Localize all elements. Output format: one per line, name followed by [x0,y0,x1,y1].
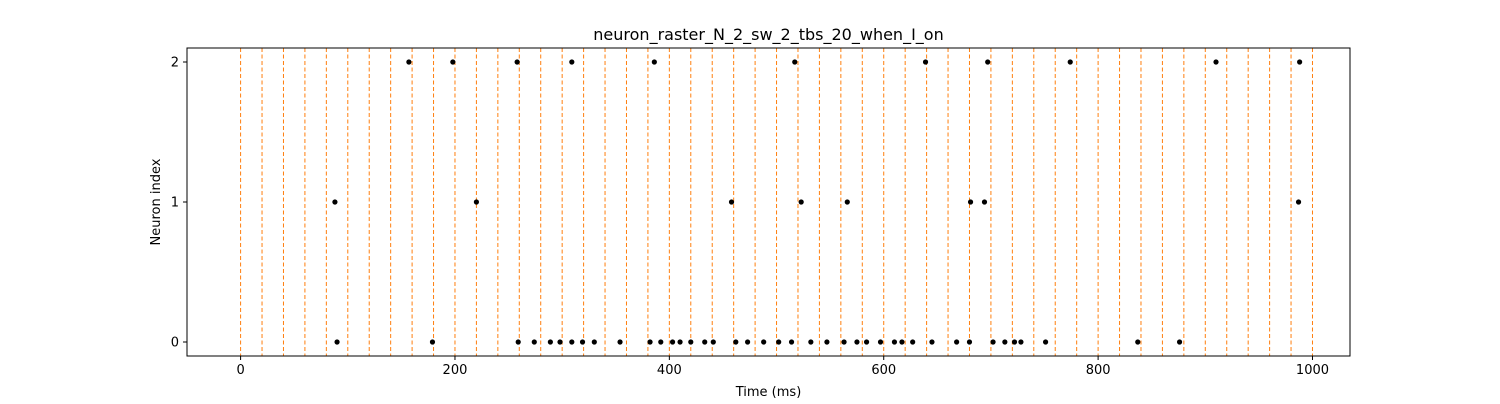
spike-point [688,339,694,345]
spike-point [728,199,735,205]
spike-point [990,339,996,345]
plot-frame [186,47,1351,357]
spike-point [1067,59,1073,65]
spike-point [450,59,456,65]
spike-point [981,199,988,205]
spike-point [651,59,657,65]
y-axis-ticks: 0 1 2 [171,56,187,351]
spike-point [1213,59,1219,65]
y-tick-label: 0 [171,336,179,351]
spike-point [332,199,338,205]
spike-point [531,339,537,345]
spike-point [841,339,847,345]
spike-point [514,59,520,65]
stimulus-lines [240,48,1313,356]
y-tick-label: 1 [171,196,179,211]
spike-point [1135,339,1141,345]
x-tick-label: 800 [1086,363,1111,378]
x-tick-label: 400 [657,363,682,378]
spike-point [733,339,739,345]
spike-point [473,199,480,205]
y-tick-label: 2 [171,56,179,71]
spike-point [761,339,767,345]
spike-point [798,199,804,205]
spike-point [569,59,575,65]
spike-point [557,339,563,345]
spike-point [808,339,814,345]
spike-point [776,339,782,345]
spike-point [1018,339,1024,345]
spike-point [591,339,597,345]
spike-point [1042,339,1049,345]
spike-point [844,199,850,205]
spike-point [429,339,436,345]
spike-point [710,339,716,345]
chart-title: neuron_raster_N_2_sw_2_tbs_20_when_I_on [593,25,943,45]
spike-point [406,59,412,65]
spike-point [854,339,860,345]
spike-point [569,339,575,345]
x-tick-label: 200 [443,363,468,378]
spike-point [966,339,973,345]
spike-point [334,339,340,345]
spike-point [985,59,991,65]
spike-point [824,339,830,345]
spike-point [792,59,798,65]
spike-point [910,339,916,345]
spike-points [332,59,1303,345]
spike-point [744,339,751,345]
spike-point [929,339,935,345]
spike-point [617,339,623,345]
spike-point [967,199,974,205]
spike-point [922,59,929,65]
spike-point [877,339,884,345]
x-axis-ticks: 0 200 400 600 800 1000 [236,356,1329,378]
spike-point [954,339,960,345]
spike-point [647,339,653,345]
spike-point [891,339,898,345]
spike-point [1176,339,1183,345]
spike-point [547,339,553,345]
spike-point [669,339,676,345]
spike-point [1297,59,1303,65]
spike-point [863,339,870,345]
spike-point [579,339,586,345]
x-tick-label: 0 [236,363,244,378]
spike-point [1011,339,1018,345]
spike-point [1295,199,1302,205]
spike-point [788,339,795,345]
spike-point [1002,339,1008,345]
spike-point [658,339,664,345]
y-axis-label: Neuron index [149,158,164,245]
spike-point [515,339,521,345]
x-tick-label: 1000 [1296,363,1329,378]
spike-point [677,339,683,345]
x-axis-label: Time (ms) [735,385,802,400]
spike-point [899,339,905,345]
spike-point [702,339,708,345]
x-tick-label: 600 [871,363,896,378]
